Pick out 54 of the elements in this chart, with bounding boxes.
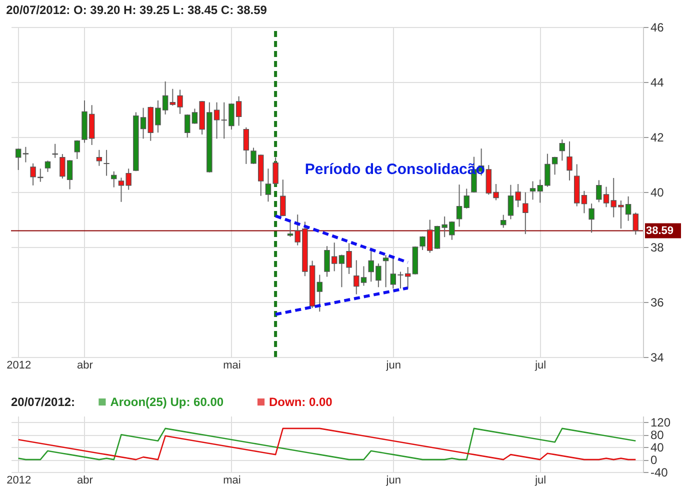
x-tick-label: mai — [223, 474, 241, 486]
candlestick — [30, 162, 36, 186]
y-tick-label: 38 — [650, 240, 664, 254]
candlestick — [588, 203, 594, 234]
ref-line-label: 38.59 — [646, 224, 674, 237]
candlestick — [581, 190, 588, 214]
candlestick — [530, 180, 536, 200]
candlestick — [74, 140, 80, 160]
x-tick-label: abr — [77, 360, 94, 372]
candlestick — [184, 114, 190, 138]
candlestick — [44, 160, 51, 172]
candlestick — [111, 170, 117, 188]
candlestick — [243, 126, 250, 164]
y-tick-label: 44 — [650, 76, 664, 90]
y-tick-label: 120 — [650, 416, 671, 430]
y-tick-label: 40 — [650, 186, 664, 200]
candlestick — [280, 179, 286, 217]
candlestick — [382, 254, 389, 288]
candlestick — [22, 146, 29, 163]
y-tick-label: 0 — [650, 453, 658, 468]
y-tick-label: 46 — [650, 20, 664, 34]
y-tick-label: 36 — [650, 296, 664, 310]
candlestick — [456, 184, 462, 228]
y-tick-label: 34 — [650, 350, 664, 364]
candlestick — [566, 140, 572, 181]
y-tick-label: 80 — [650, 428, 664, 442]
y-tick-label: 40 — [650, 440, 664, 455]
y-tick-label: 42 — [650, 130, 664, 144]
y-tick-label: -40 — [650, 466, 668, 480]
candlestick — [500, 214, 506, 228]
candlestick — [316, 274, 322, 312]
chart-title: 20/07/2012: O: 39.20 H: 39.25 L: 38.45 C: 38.59 — [6, 3, 268, 17]
candlestick — [464, 188, 470, 209]
candlestick — [96, 149, 102, 166]
x-tick-label: 2012 — [6, 474, 32, 486]
x-tick-label: jul — [534, 360, 546, 372]
candlestick — [16, 148, 22, 170]
x-tick-label: 2012 — [6, 360, 32, 372]
candlestick — [354, 260, 360, 295]
legend-label: Aroon(25) Up: 60.00 — [110, 395, 224, 409]
x-tick-label: jun — [385, 360, 401, 372]
line-series — [18, 428, 636, 460]
legend-label: Down: 0.00 — [269, 395, 333, 409]
candlestick — [522, 192, 528, 235]
candlestick — [559, 138, 566, 162]
x-tick-label: abr — [77, 474, 94, 486]
x-tick-label: jul — [534, 474, 546, 486]
candlestick — [287, 220, 294, 238]
candlestick — [632, 212, 638, 236]
x-tick-label: mai — [223, 360, 241, 372]
x-tick-label: jun — [385, 474, 401, 486]
candlestick — [360, 266, 367, 286]
candlestick — [104, 149, 110, 176]
legend-title: 20/07/2012: — [11, 395, 76, 409]
